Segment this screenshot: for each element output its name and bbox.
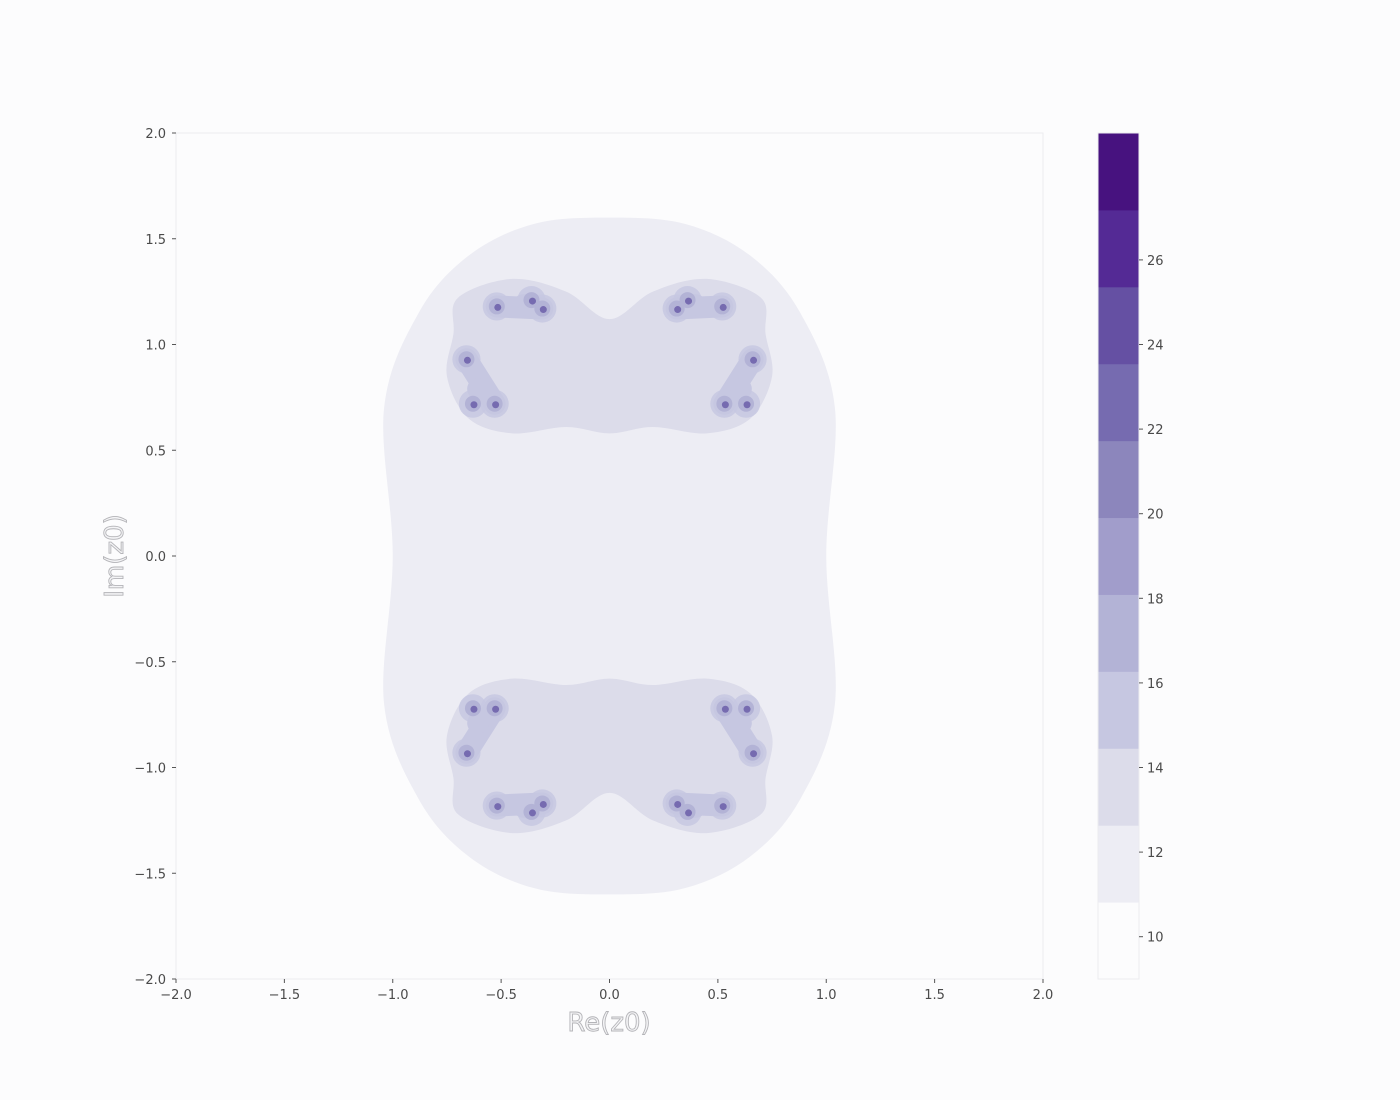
colorbar-tick-label: 14	[1147, 762, 1164, 777]
y-axis-title: Im(z0)	[100, 514, 130, 597]
colorbar	[1097, 132, 1140, 980]
colorbar-segment	[1098, 133, 1139, 211]
colorbar-segment	[1098, 209, 1139, 288]
x-tick-label: −1.0	[377, 988, 409, 1003]
cluster-dot-center	[743, 705, 751, 713]
colorbar-axis: 10 12 14 16 18 20 22 24 26	[1139, 254, 1164, 946]
cluster-dot-center	[685, 297, 693, 305]
cluster-dot-center	[528, 809, 536, 817]
colorbar-tick-label: 22	[1147, 423, 1164, 438]
cluster-dot-center	[743, 401, 751, 409]
y-tick-label: 1.5	[145, 233, 166, 248]
cluster-dot-center	[719, 803, 727, 811]
cluster-core	[730, 378, 752, 400]
cluster-dot-center	[470, 401, 478, 409]
x-axis-title: Re(z0)	[567, 1008, 650, 1038]
y-tick-label: −1.0	[134, 762, 166, 777]
cluster-dot-center	[463, 356, 471, 364]
colorbar-segment	[1098, 748, 1139, 826]
x-tick-label: −2.0	[160, 988, 192, 1003]
x-axis: −2.0 −1.5 −1.0 −0.5 0.0 0.5 1.0 1.5 2.0	[160, 979, 1053, 1003]
y-tick-label: 0.5	[145, 444, 166, 459]
colorbar-segment	[1098, 825, 1139, 903]
cluster-dot-center	[492, 705, 500, 713]
colorbar-frame	[1097, 132, 1140, 980]
cluster-core	[730, 712, 752, 734]
cluster-lower-right-bottom	[662, 789, 737, 827]
cluster-dot-center	[539, 800, 547, 808]
y-tick-label: 1.0	[145, 339, 166, 354]
y-tick-label: −1.5	[134, 867, 166, 882]
cluster-dot-center	[719, 303, 727, 311]
cluster-dot-center	[494, 803, 502, 811]
cluster-dot-center	[470, 705, 478, 713]
cluster-dot-center	[721, 705, 729, 713]
colorbar-tick-label: 18	[1147, 592, 1164, 607]
y-axis: −2.0 −1.5 −1.0 −0.5 0.0 0.5 1.0 1.5 2.0	[134, 127, 176, 988]
x-tick-label: −0.5	[485, 988, 517, 1003]
y-tick-label: 2.0	[145, 127, 166, 142]
plot-area	[383, 217, 836, 895]
cluster-upper-left-side	[452, 345, 509, 418]
x-tick-label: 1.0	[816, 988, 837, 1003]
colorbar-tick-label: 10	[1147, 931, 1164, 946]
colorbar-tick-label: 16	[1147, 677, 1164, 692]
cluster-dot-center	[674, 800, 682, 808]
y-tick-label: −2.0	[134, 973, 166, 988]
colorbar-tick-label: 24	[1147, 339, 1164, 354]
cluster-upper-right-top	[662, 285, 737, 323]
x-tick-label: 2.0	[1033, 988, 1054, 1003]
colorbar-segment	[1098, 902, 1139, 980]
cluster-lower-right-side	[710, 694, 767, 767]
cluster-upper-left-top	[482, 285, 557, 323]
x-tick-label: 0.5	[708, 988, 729, 1003]
colorbar-tick-label: 26	[1147, 254, 1164, 269]
cluster-dot-center	[463, 750, 471, 758]
colorbar-segment	[1098, 440, 1139, 519]
colorbar-segment	[1098, 286, 1139, 365]
cluster-dot-center	[494, 303, 502, 311]
cluster-core	[467, 712, 489, 734]
x-tick-label: 0.0	[599, 988, 620, 1003]
cluster-dot-center	[674, 306, 682, 314]
cluster-lower-left-bottom	[482, 789, 557, 827]
x-tick-label: 1.5	[924, 988, 945, 1003]
colorbar-segment	[1098, 363, 1139, 442]
colorbar-segment	[1098, 671, 1139, 749]
cluster-dot-center	[539, 306, 547, 314]
cluster-dot-center	[721, 401, 729, 409]
x-tick-label: −1.5	[269, 988, 301, 1003]
cluster-lower-left-side	[452, 694, 509, 767]
colorbar-tick-label: 12	[1147, 846, 1164, 861]
cluster-upper-right-side	[710, 345, 767, 418]
colorbar-segment	[1098, 594, 1139, 672]
y-tick-label: 0.0	[145, 550, 166, 565]
colorbar-segment	[1098, 517, 1139, 595]
y-tick-label: −0.5	[134, 656, 166, 671]
cluster-dot-center	[528, 297, 536, 305]
cluster-dot-center	[750, 750, 758, 758]
cluster-dot-center	[685, 809, 693, 817]
colorbar-tick-label: 20	[1147, 508, 1164, 523]
cluster-dot-center	[750, 356, 758, 364]
cluster-core	[467, 378, 489, 400]
cluster-dot-center	[492, 401, 500, 409]
